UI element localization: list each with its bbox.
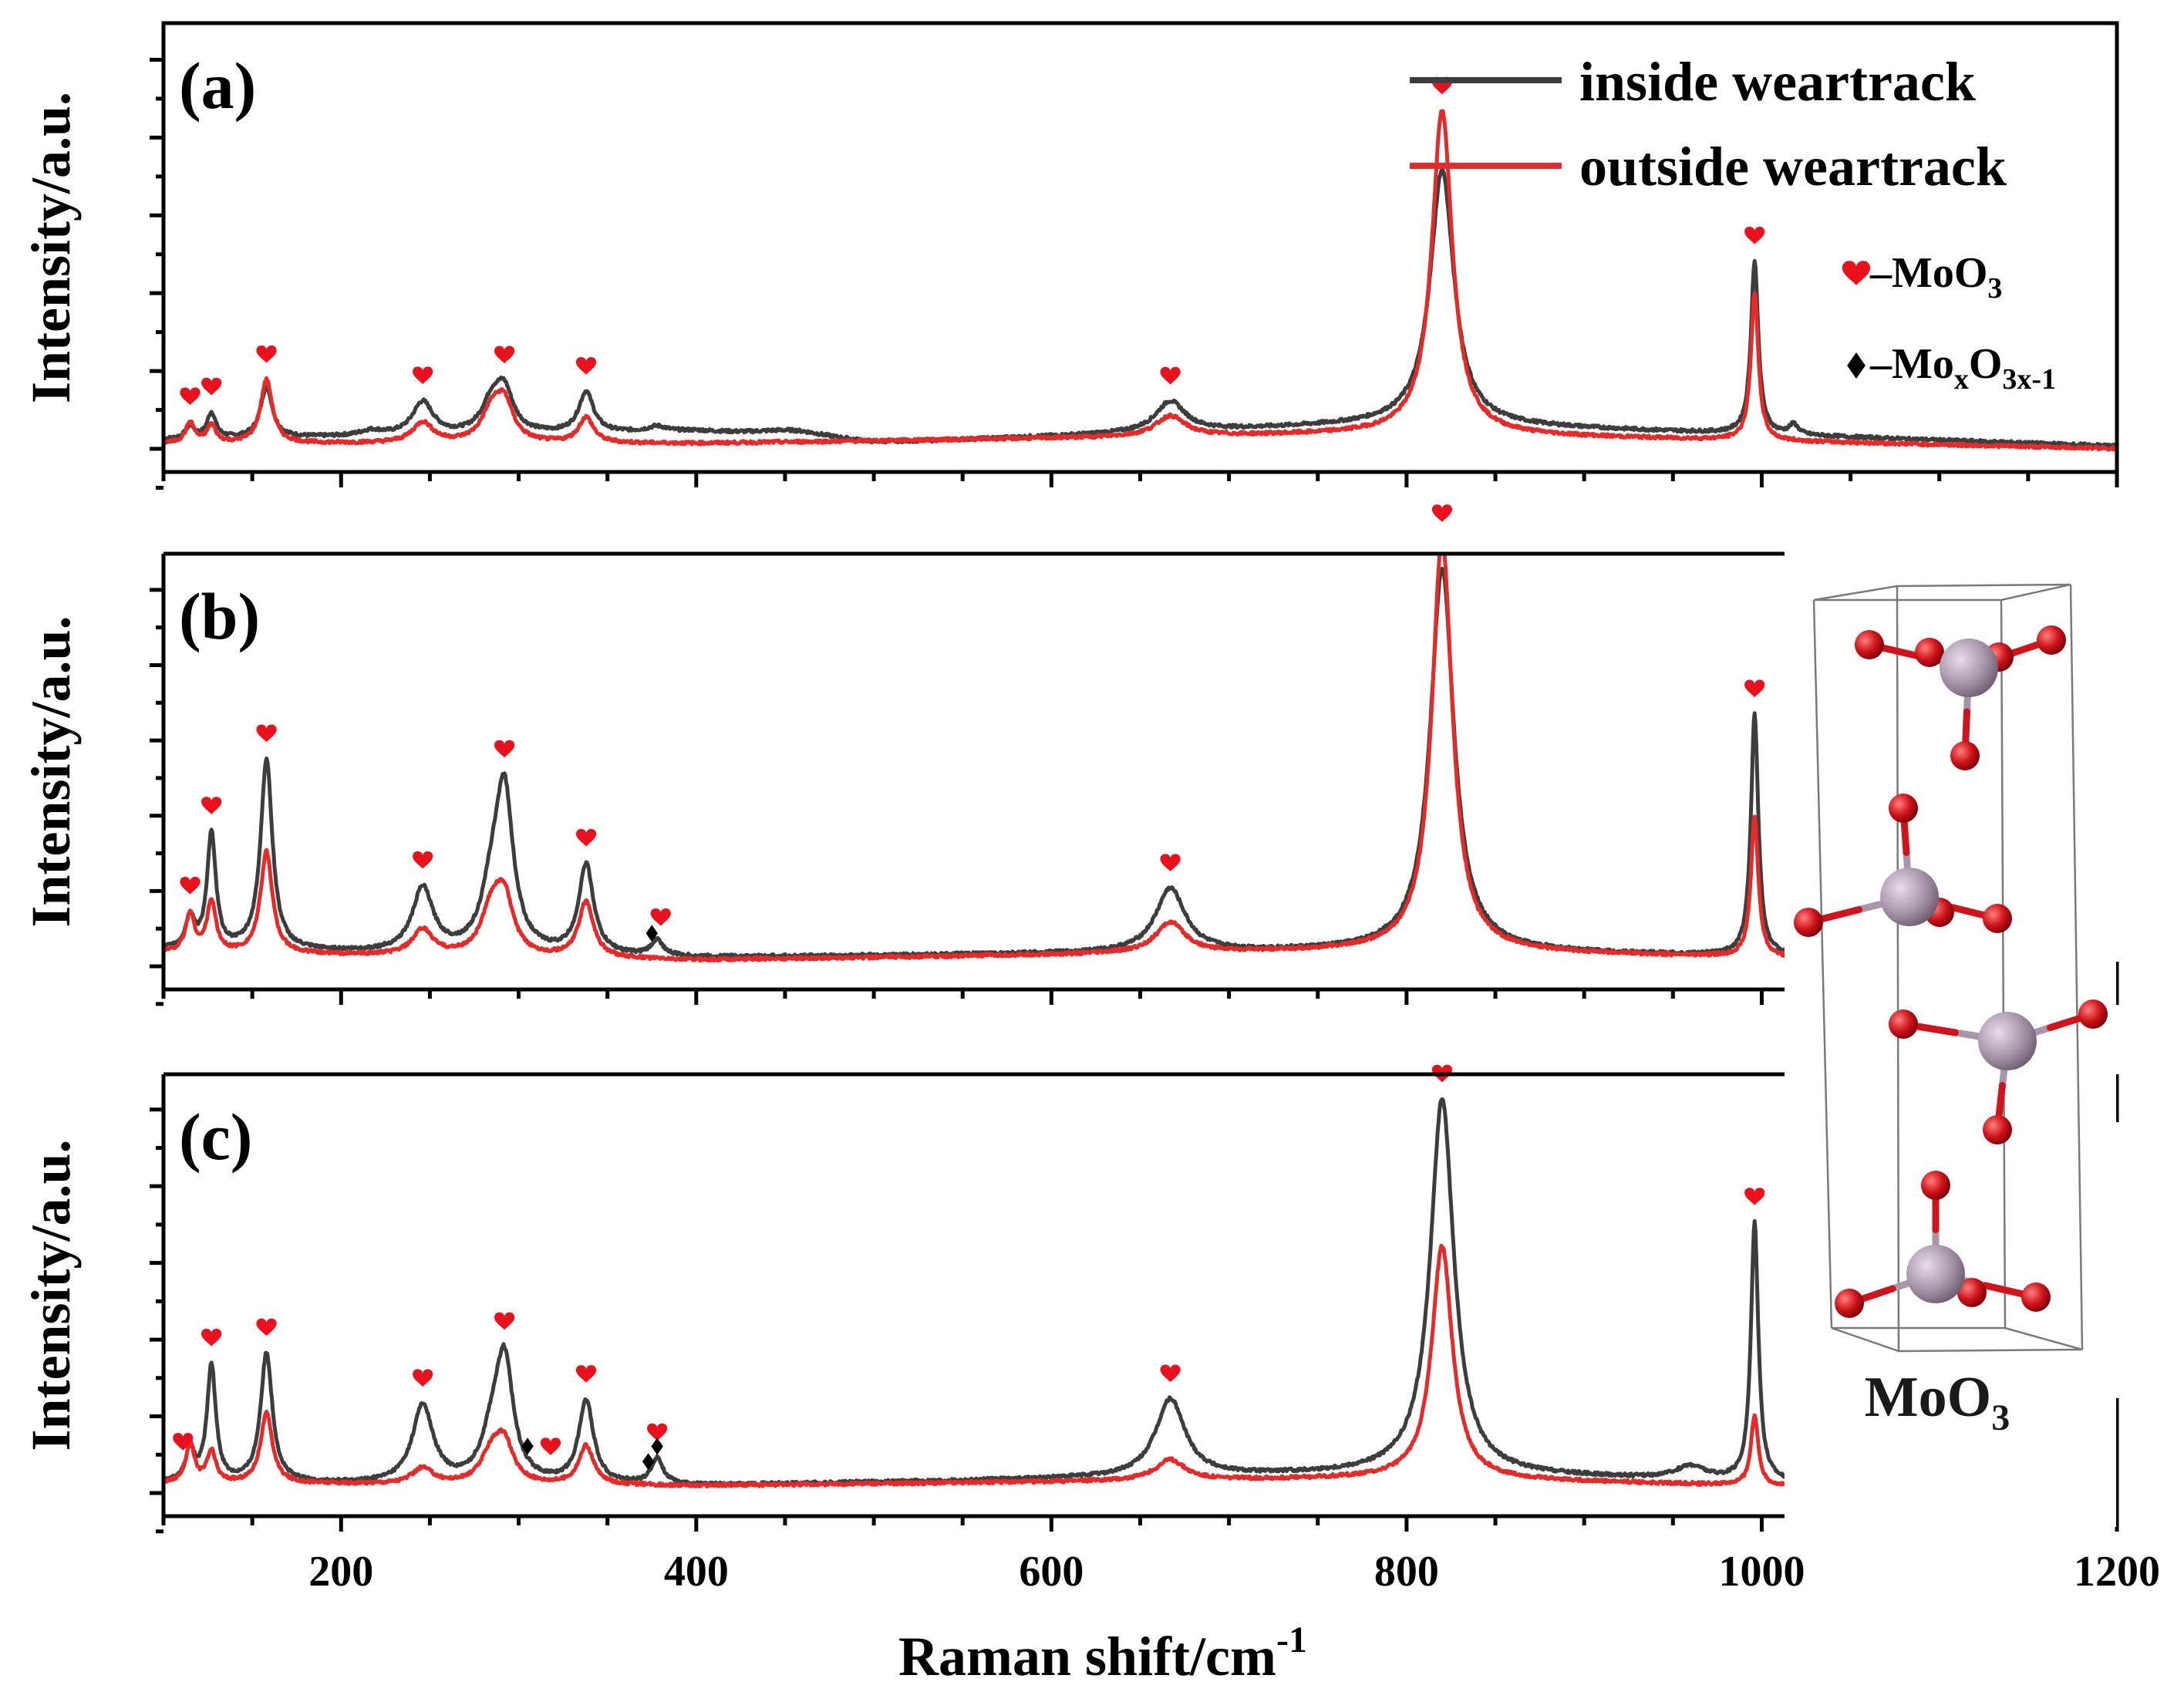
oxygen-atom [1957,1278,1987,1307]
mo-o3-peak-marker [1160,1364,1181,1383]
marker-legend: –MoO3 –MoxO3x-1 [1842,249,2056,396]
mo-o3-marker-label: –MoO3 [1869,249,2002,305]
moxo3x-1-marker-icon [1847,352,1866,379]
y-axis-label: Intensity/a.u. [20,615,82,927]
x-tick-label: 1000 [1718,1548,1805,1596]
moxo3x-1-peak-marker [521,1438,534,1455]
panel-b: (b) Intensity/a.u. [20,504,2119,1006]
mo-o3-peak-marker [201,797,222,814]
moo3-molecule [1835,1171,2051,1318]
y-axis-label: Intensity/a.u. [20,92,82,403]
moo3-molecule [1855,625,2066,770]
mo-o3-peak-marker [575,1365,597,1383]
oxygen-atom [1889,794,1918,823]
moo3-molecule [1889,999,2108,1144]
mo-o3-peak-marker [1160,366,1181,385]
legend-label-outside: outside weartrack [1579,136,2007,197]
legend-label-inside: inside weartrack [1579,51,1976,113]
diamond-icon [1847,352,1866,379]
oxygen-atom [1915,638,1944,667]
oxygen-atom [1794,908,1823,937]
mo-o3-peak-marker [180,876,201,895]
heart-icon [1842,261,1871,285]
series-line-inside-c [163,1097,1785,1488]
mo-o3-peak-marker [575,357,597,375]
mo-o3-peak-marker [540,1438,561,1456]
x-tick-label: 400 [664,1548,729,1596]
moxo3x-1-marker-label: –MoxO3x-1 [1869,340,2056,396]
moo3-molecule [1794,794,2012,937]
oxygen-atom [1950,741,1980,770]
oxygen-atom [2078,999,2108,1029]
series-line-outside-b [163,554,1785,963]
molybdenum-atom [1978,1012,2037,1070]
panel-label: (b) [179,579,260,653]
mo-o3-peak-marker [413,851,433,869]
x-tick-label: 200 [308,1548,373,1596]
x-tick-label: 800 [1374,1548,1439,1596]
mo-o3-peak-marker [180,387,201,406]
mo-o3-peak-marker [1431,504,1453,522]
y-axis-label: Intensity/a.u. [20,1139,82,1451]
oxygen-atom [2037,625,2066,655]
legend: inside weartrack outside weartrack [1410,51,2007,197]
moxo3x-1-peak-marker [651,1438,663,1455]
mo-o3-peak-marker [413,1369,433,1387]
crystal-label: MoO3 [1865,1366,2010,1438]
series-line-inside-a [163,167,2117,450]
x-axis-label: Raman shift/cm-1 [898,1620,1307,1687]
oxygen-atom [1889,1009,1918,1039]
oxygen-atom [1921,1171,1950,1200]
molybdenum-atom [1940,639,1998,697]
unit-cell-outline [1812,583,2084,1353]
mo-o3-marker-icon [1842,261,1871,285]
molybdenum-atom [1906,1245,1965,1303]
oxygen-atom [1855,630,1884,659]
oxygen-atom [1983,904,2012,933]
mo-o3-peak-marker [650,908,671,926]
chart-panels: (a) Intensity/a.u. (b) Intensity/a.u. (c) Int… [20,21,2160,1596]
panel-label: (c) [179,1100,252,1174]
mo-o3-peak-marker [413,366,433,385]
oxygen-atom [2021,1282,2051,1312]
molybdenum-atom [1880,868,1939,926]
mo-o3-peak-marker [1744,226,1765,244]
mo-o3-peak-marker [256,1318,277,1336]
x-tick-label: 1200 [2074,1548,2160,1596]
mo-o3-peak-marker [201,377,222,396]
mo-o3-peak-marker [1160,854,1181,872]
mo-o3-peak-marker [201,1328,222,1347]
oxygen-atom [1983,1115,2012,1144]
mo-o3-peak-marker [494,740,515,758]
panel-a: (a) Intensity/a.u. [20,21,2119,490]
series-line-inside-b [163,566,1785,959]
panel-c: (c) Intensity/a.u. [20,1064,2119,1534]
moxo3x-1-peak-marker [642,1453,655,1471]
mo-o3-peak-marker [494,345,515,364]
moo3-crystal-structure-inset: MoO3 [1786,571,2116,1527]
mo-o3-peak-marker [256,345,277,363]
panel-label: (a) [179,49,256,123]
mo-o3-peak-marker [647,1423,668,1441]
series-line-outside-a [163,109,2117,452]
series-line-outside-c [163,1243,1785,1489]
molecules [1794,625,2108,1318]
mo-o3-peak-marker [173,1432,194,1451]
mo-o3-peak-marker [256,724,277,743]
mo-o3-peak-marker [1744,679,1765,698]
mo-o3-peak-marker [494,1312,515,1330]
moxo3x-1-peak-marker [645,925,658,942]
x-tick-label: 600 [1019,1548,1084,1596]
mo-o3-peak-marker [1744,1188,1765,1205]
oxygen-atom [1835,1289,1864,1318]
mo-o3-peak-marker [575,828,597,847]
